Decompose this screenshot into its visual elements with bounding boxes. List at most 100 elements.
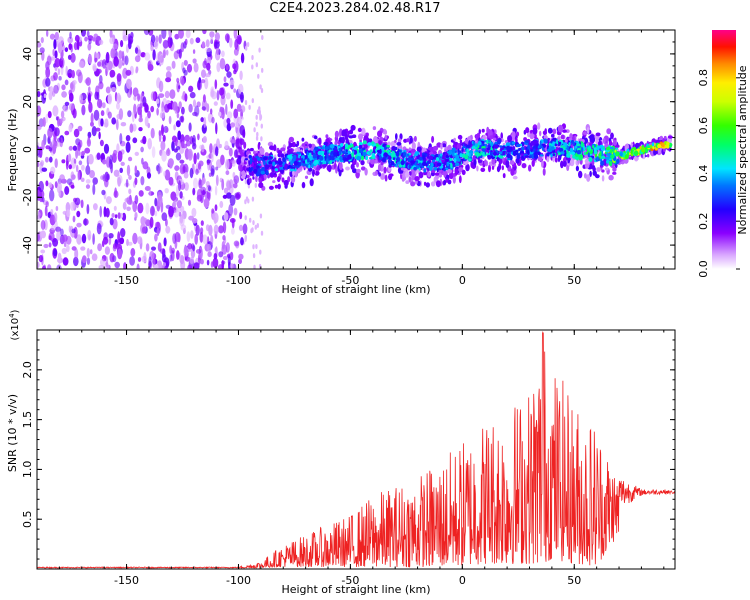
spectrogram-noise-cell [207, 251, 212, 258]
spectrogram-signal-cell [609, 146, 614, 150]
spectrogram-noise-cell [78, 60, 85, 68]
spectrogram-noise-cell [93, 203, 98, 211]
spectrogram-noise-cell [125, 141, 131, 153]
spectrogram-signal-cell [299, 161, 302, 167]
spectrogram-noise-cell [45, 77, 51, 87]
spectrogram-noise-cell [116, 174, 123, 185]
spectrogram-noise-cell [218, 225, 224, 234]
spectrogram-noise-cell [168, 176, 174, 186]
spectrogram-noise-cell [183, 59, 188, 66]
spectrogram-noise-cell [76, 69, 82, 77]
snr-y-tick-label: 0.5 [21, 510, 34, 528]
spectrogram-signal-cell [252, 155, 255, 161]
colorbar-tick-label: 0.2 [697, 212, 710, 230]
spectrogram-signal-cell [539, 140, 542, 146]
spectrogram-noise-cell [41, 139, 45, 150]
spectrogram-noise-cell [181, 141, 185, 149]
spectrogram-signal-cell [432, 145, 439, 151]
spectrogram-noise-cell [112, 243, 118, 249]
spectrogram-noise-cell [86, 204, 90, 215]
spectrogram-signal-cell [429, 165, 433, 171]
spectrogram-noise-cell [38, 180, 44, 193]
spectrogram-noise-cell [147, 110, 151, 119]
spectrogram-signal-cell [291, 175, 296, 184]
spectrogram-noise-cell [181, 106, 185, 115]
spectrogram-noise-cell [91, 253, 98, 261]
spectrogram-noise-cell [252, 253, 256, 259]
spectrogram-signal-cell [257, 157, 261, 161]
spectrogram-noise-cell [52, 105, 59, 117]
spectrogram-signal-cell [410, 160, 416, 164]
spectrogram-signal-cell [258, 177, 263, 184]
spectrogram-noise-cell [215, 166, 219, 171]
spectrogram-noise-cell [222, 194, 228, 199]
spectrogram-signal-cell [357, 149, 360, 154]
spectrogram-signal-cell [430, 162, 434, 167]
spectrogram-noise-cell [225, 170, 230, 176]
spectrogram-noise-cell [99, 205, 102, 218]
spectrogram-noise-cell [80, 177, 85, 182]
spectrogram-noise-cell [260, 230, 264, 236]
spectrogram-noise-cell [240, 52, 245, 64]
spectrogram-noise-cell [214, 32, 220, 41]
spectrogram-noise-cell [113, 205, 117, 211]
spectrogram-noise-cell [46, 30, 49, 37]
spectrogram-noise-cell [240, 105, 246, 113]
spectrogram-noise-cell [185, 30, 191, 39]
spectrogram-signal-cell [372, 126, 377, 131]
spectrogram-noise-cell [176, 112, 180, 119]
spectrogram-noise-cell [61, 247, 67, 255]
spectrogram-signal-cell [447, 179, 452, 185]
spectrogram-signal-cell [476, 152, 479, 158]
spectrogram-signal-cell [542, 130, 548, 136]
spectrogram-signal-cell [566, 145, 569, 151]
spectrogram-signal-cell [468, 158, 472, 162]
spectrogram-noise-cell [124, 55, 129, 66]
spectrogram-noise-cell [40, 37, 44, 44]
spectrogram-noise-cell [37, 91, 41, 98]
spectrogram-signal-cell [562, 129, 567, 133]
spectrogram-signal-cell [354, 145, 359, 149]
spectrogram-signal-cell [265, 170, 269, 176]
spectrogram-signal-cell [464, 138, 469, 144]
spectrogram-noise-cell [44, 205, 48, 217]
spectrogram-noise-cell [92, 65, 97, 72]
spectrogram-noise-cell [101, 102, 106, 109]
spectrogram-noise-cell [175, 152, 182, 161]
spectrogram-noise-cell [106, 60, 110, 73]
spectrogram-noise-cell [222, 221, 227, 234]
spectrogram-noise-cell [214, 185, 218, 196]
spectrogram-signal-cell [443, 179, 447, 186]
spectrogram-signal-cell [602, 137, 606, 144]
spectrogram-noise-cell [68, 124, 73, 133]
spectrogram-noise-cell [226, 123, 232, 132]
spectrogram-noise-cell [251, 98, 254, 104]
spectrogram-noise-cell [125, 178, 129, 188]
spectrogram-noise-cell [152, 49, 156, 61]
spectrogram-noise-cell [88, 38, 92, 45]
spectrogram-signal-cell [524, 155, 530, 158]
spectrogram-signal-cell [302, 163, 307, 167]
spectrogram-noise-cell [191, 243, 195, 250]
spectrogram-noise-cell [64, 79, 69, 86]
spectrogram-noise-cell [58, 186, 61, 198]
spectrogram-signal-cell [501, 165, 504, 171]
spectrogram-signal-cell [383, 129, 388, 135]
spectrogram-signal-cell [419, 156, 423, 161]
spectrogram-noise-cell [104, 178, 109, 188]
spectrogram-noise-cell [181, 77, 185, 86]
spectrogram-noise-cell [190, 230, 194, 239]
spectrogram-signal-cell [436, 162, 442, 167]
spectrogram-noise-cell [200, 227, 204, 235]
spectrogram-noise-cell [162, 39, 169, 49]
spectrogram-noise-cell [163, 262, 167, 267]
spectrogram-noise-cell [49, 33, 56, 40]
spectrogram-signal-cell [267, 141, 274, 147]
spectrogram-signal-cell [274, 157, 277, 161]
spectrogram-noise-cell [113, 149, 118, 157]
spectrogram-signal-cell [453, 157, 457, 163]
spectrogram-signal-cell [455, 154, 460, 160]
spectrogram-signal-cell [486, 139, 489, 145]
spectrogram-noise-cell [126, 206, 131, 212]
